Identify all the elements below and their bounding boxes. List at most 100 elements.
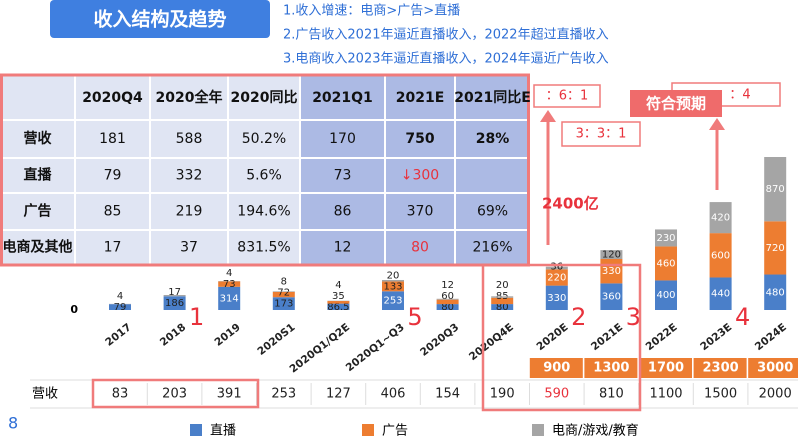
table-header: 2021同比E bbox=[454, 89, 531, 106]
bar-segment bbox=[272, 291, 295, 292]
data-label: 35 bbox=[332, 291, 345, 302]
data-label: 4 bbox=[117, 291, 123, 302]
table-cell: 73 bbox=[334, 168, 352, 184]
data-label: 12 bbox=[441, 280, 454, 291]
table-cell: ↓300 bbox=[401, 168, 439, 184]
marker-number: 2 bbox=[571, 303, 586, 331]
bar-segment bbox=[218, 286, 241, 310]
bar-segment bbox=[163, 296, 186, 310]
bar-segment bbox=[545, 285, 568, 310]
bar-segment bbox=[545, 269, 568, 286]
table-cell: 194.6% bbox=[237, 204, 290, 220]
revenue-value: 127 bbox=[326, 387, 351, 402]
table-cell: 588 bbox=[176, 131, 203, 147]
bar-segment bbox=[655, 229, 677, 247]
table-cell: 80 bbox=[411, 240, 429, 256]
note: 2.广告收入2021年逼近直播收入，2022年超过直播收入 bbox=[283, 28, 609, 43]
badge-text: 符合预期 bbox=[646, 95, 706, 113]
bull-cell bbox=[529, 358, 583, 378]
bar-segment bbox=[709, 202, 732, 234]
data-label: 20 bbox=[496, 280, 509, 291]
data-label: 253 bbox=[383, 296, 402, 307]
revenue-value: 810 bbox=[599, 387, 624, 402]
table-column bbox=[228, 75, 300, 265]
data-label: 173 bbox=[274, 299, 293, 310]
table-cell: 37 bbox=[180, 240, 198, 256]
page-number: 8 bbox=[8, 414, 18, 433]
table-column bbox=[75, 75, 150, 265]
data-label: 4 bbox=[226, 268, 232, 279]
data-label: 870 bbox=[766, 184, 785, 195]
data-label: 60 bbox=[441, 291, 454, 302]
bar-segment bbox=[327, 303, 350, 310]
bull-cell bbox=[693, 358, 747, 378]
x-tick-label: 2020Q1/Q2E bbox=[287, 321, 352, 375]
bar-segment bbox=[327, 301, 350, 304]
x-tick-label: 2022E bbox=[644, 321, 680, 353]
x-tick-label: 2017 bbox=[103, 321, 133, 348]
table-header: 2020同比 bbox=[231, 89, 298, 106]
data-label: 36 bbox=[550, 261, 563, 272]
bar-segment bbox=[436, 299, 459, 305]
bar-segment bbox=[382, 281, 404, 292]
data-label: 440 bbox=[711, 289, 730, 300]
table-header: 2021E bbox=[396, 90, 445, 106]
table-column bbox=[385, 75, 455, 265]
x-tick-label: 2020Q4E bbox=[467, 321, 516, 363]
ratio: ：6：1 bbox=[546, 89, 589, 104]
annotations: ：6：1 3：3：1 ：4 符合预期 2400亿 bbox=[91, 82, 781, 412]
data-label: 230 bbox=[656, 233, 675, 244]
legend-swatch bbox=[190, 424, 202, 436]
bar-segment bbox=[655, 280, 677, 310]
bar-segment bbox=[436, 304, 459, 310]
bull-cell bbox=[584, 358, 638, 378]
table-cell: 5.6% bbox=[246, 168, 282, 184]
bull-cell bbox=[748, 358, 798, 378]
bar-segment bbox=[764, 157, 787, 222]
row-header: 广告 bbox=[24, 203, 52, 220]
data-label: 86.5 bbox=[327, 302, 349, 313]
table-header: 2020Q4 bbox=[82, 90, 143, 106]
legend-label: 直播 bbox=[210, 424, 236, 439]
marker-number: 1 bbox=[189, 303, 204, 331]
data-label: 480 bbox=[766, 287, 785, 298]
bull-value: 900 bbox=[543, 361, 570, 376]
data-label: 400 bbox=[656, 290, 675, 301]
bar-segment bbox=[218, 281, 241, 287]
row-header: 直播 bbox=[24, 167, 53, 184]
x-tick-label: 2020Q3 bbox=[418, 321, 461, 358]
table: 2020Q4 2020全年 2020同比 2021Q1 2021E 2021同比E 营收 18… bbox=[0, 73, 531, 267]
data-label: 420 bbox=[711, 213, 730, 224]
data-label: 220 bbox=[547, 272, 566, 283]
x-tick-label: 2020S1 bbox=[255, 321, 297, 358]
legend-swatch bbox=[532, 424, 544, 436]
bar-segment bbox=[491, 297, 514, 305]
data-label: 720 bbox=[766, 243, 785, 254]
x-tick-label: 2020Q1~Q3 bbox=[344, 321, 407, 374]
bar-segment bbox=[163, 294, 186, 297]
marker-number: 5 bbox=[407, 303, 422, 331]
table-cell: 831.5% bbox=[237, 240, 290, 256]
bar-segment bbox=[600, 250, 623, 259]
revenue-value: 2000 bbox=[759, 387, 792, 402]
data-label: 20 bbox=[387, 270, 400, 281]
y-tick-label: 0 bbox=[70, 303, 78, 316]
bull-value: 1300 bbox=[593, 361, 629, 376]
row-label: 营收 bbox=[32, 387, 58, 402]
data-label: 80 bbox=[441, 302, 454, 313]
bar-segment bbox=[491, 304, 514, 310]
row-header: 营收 bbox=[24, 130, 53, 147]
ratio: ：4 bbox=[729, 88, 750, 103]
table-column bbox=[455, 75, 530, 265]
bar-segment bbox=[600, 283, 623, 310]
table-cell: 12 bbox=[334, 240, 352, 256]
slide-title: 收入结构及趋势 bbox=[93, 8, 226, 31]
table-cell: 69% bbox=[477, 204, 508, 220]
table-cell: 170 bbox=[329, 131, 356, 147]
annotation: 2400亿 bbox=[542, 195, 599, 213]
bar-segment bbox=[272, 297, 295, 310]
bull-value: 1700 bbox=[648, 361, 684, 376]
table-cell: 79 bbox=[104, 168, 122, 184]
arrow-head bbox=[540, 110, 556, 122]
